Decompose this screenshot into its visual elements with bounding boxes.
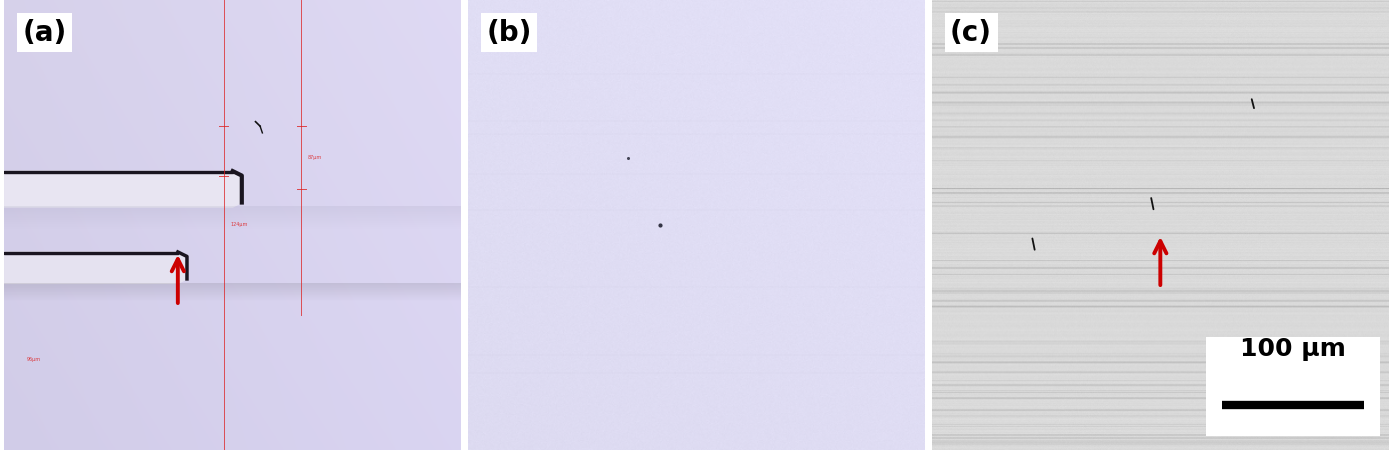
Polygon shape: [4, 172, 242, 207]
Bar: [1206, 337, 1379, 436]
Text: (c): (c): [950, 19, 992, 47]
Text: 87μm: 87μm: [308, 154, 322, 159]
Text: (b): (b): [486, 19, 532, 47]
Polygon shape: [4, 253, 187, 284]
Text: 124μm: 124μm: [230, 221, 248, 226]
Text: 100 μm: 100 μm: [1240, 336, 1346, 360]
Text: 96μm: 96μm: [26, 356, 42, 361]
Text: (a): (a): [22, 19, 67, 47]
